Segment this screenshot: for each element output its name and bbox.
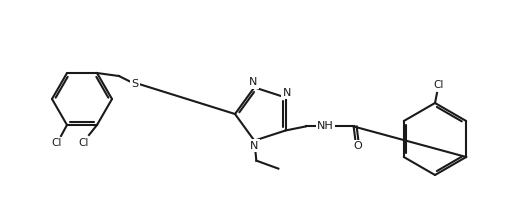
Text: N: N — [282, 87, 291, 98]
Text: Cl: Cl — [52, 138, 62, 148]
Text: Cl: Cl — [79, 138, 89, 148]
Text: Cl: Cl — [434, 80, 444, 90]
Text: N: N — [250, 141, 259, 151]
Text: S: S — [131, 79, 139, 89]
Text: O: O — [353, 141, 362, 151]
Text: N: N — [249, 77, 258, 87]
Text: NH: NH — [317, 122, 334, 132]
